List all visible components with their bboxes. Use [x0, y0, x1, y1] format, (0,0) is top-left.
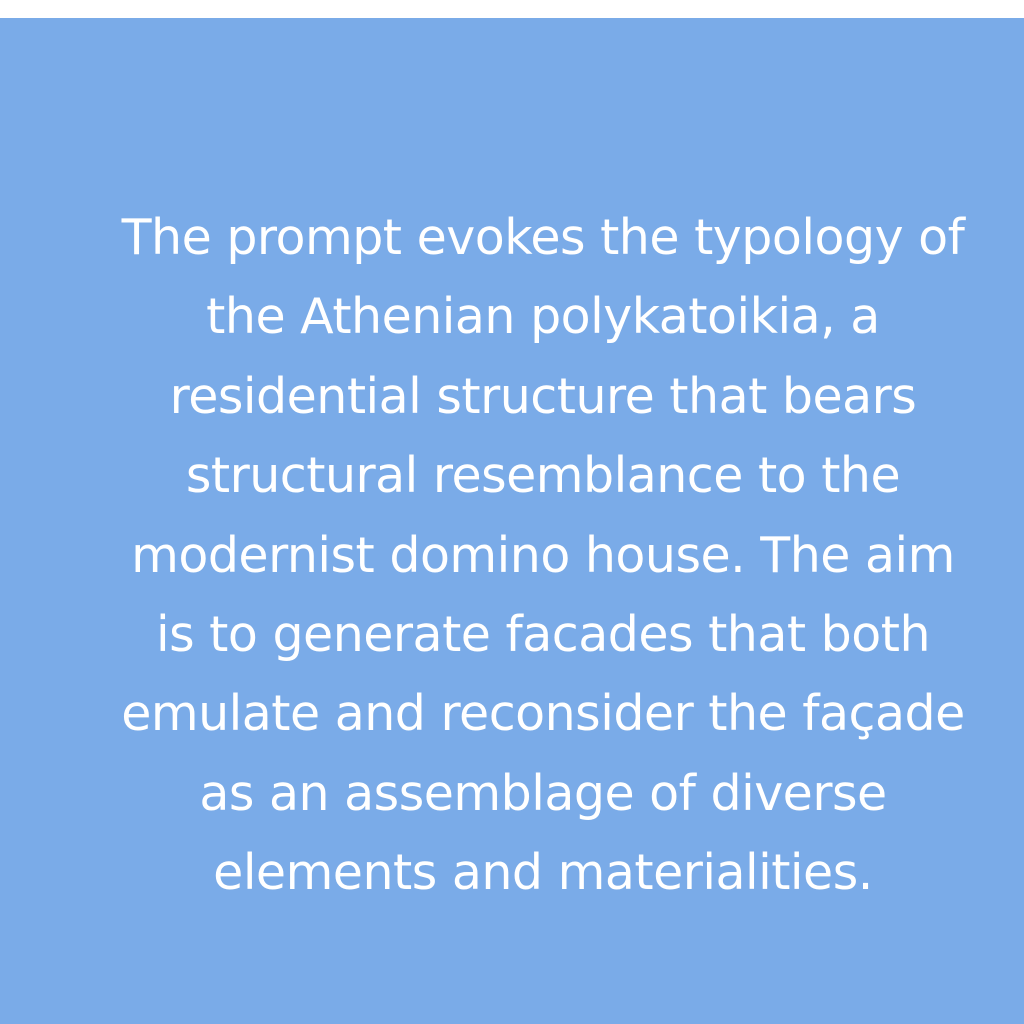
- description-line-7: emulate and reconsider the façade: [121, 685, 965, 743]
- blue-text-panel: The prompt evokes the typology of the At…: [0, 18, 1024, 1024]
- description-line-3: residential structure that bears: [169, 367, 917, 425]
- description-line-1: The prompt evokes the typology of: [121, 209, 965, 266]
- description-line-5: modernist domino house. The aim: [131, 526, 955, 584]
- description-line-8: as an assemblage of diverse: [199, 764, 887, 822]
- description-line-9: elements and materialities.: [213, 844, 873, 902]
- description-line-4: structural resemblance to the: [185, 447, 901, 505]
- description-line-2: the Athenian polykatoikia, a: [206, 288, 880, 346]
- description-line-6: is to generate facades that both: [155, 606, 931, 664]
- description-text: The prompt evokes the typology of the At…: [62, 198, 1024, 913]
